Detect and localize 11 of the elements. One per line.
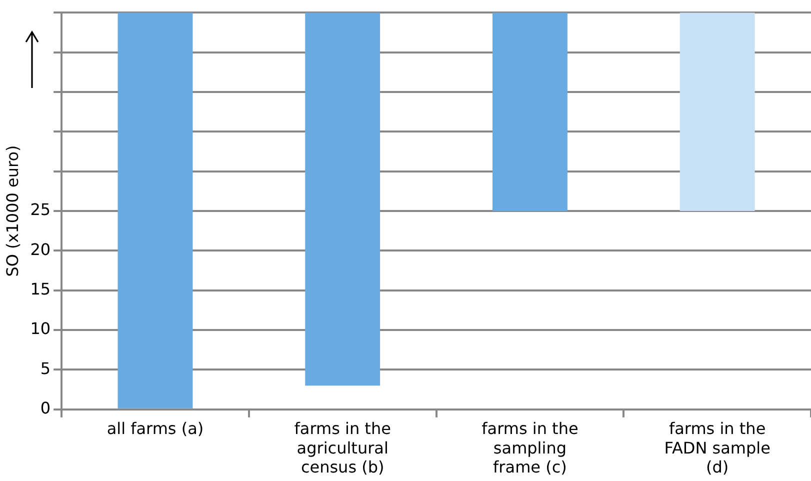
y-tick-label: 5 [40, 358, 51, 378]
y-tick-label: 20 [30, 240, 51, 259]
y-axis-title: SO (x1000 euro) [2, 145, 22, 277]
y-tick-label: 0 [40, 398, 51, 418]
x-tick-label: farms in the FADN sample (d) [664, 419, 770, 477]
x-tick-label: farms in the agricultural census (b) [294, 419, 391, 477]
x-tick-label: all farms (a) [106, 419, 204, 438]
y-tick-label: 15 [30, 280, 51, 299]
y-tick-label: 25 [30, 200, 51, 220]
y-tick-label: 10 [30, 319, 51, 338]
x-tick-label: farms in the sampling frame (c) [482, 419, 578, 477]
